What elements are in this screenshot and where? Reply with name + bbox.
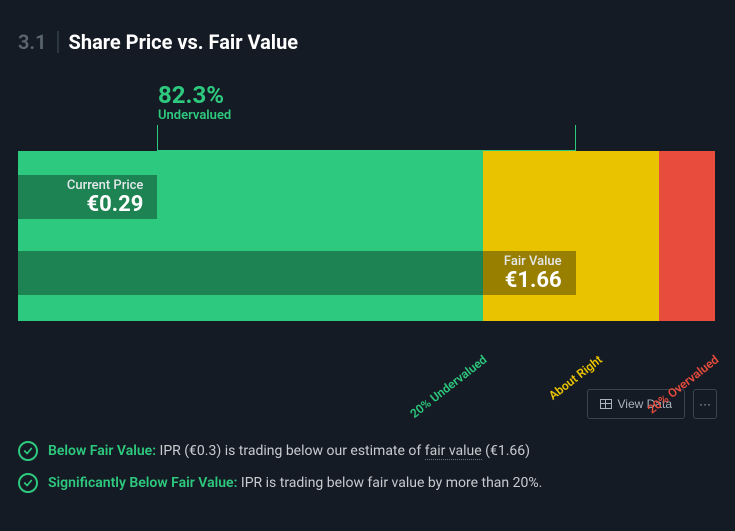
checks-list: Below Fair Value: IPR (€0.3) is trading … [18, 441, 717, 493]
section-container: 3.1 Share Price vs. Fair Value 82.3% Und… [0, 0, 735, 511]
segment-overvalued [659, 151, 715, 321]
section-title: Share Price vs. Fair Value [69, 30, 299, 54]
callout-bracket [18, 125, 717, 151]
axis-labels: 20% UndervaluedAbout Right20% Overvalued [18, 327, 717, 387]
more-button[interactable]: ··· [693, 389, 717, 419]
section-heading: 3.1 Share Price vs. Fair Value [18, 30, 717, 54]
check-title: Significantly Below Fair Value: [48, 475, 237, 491]
check-body: IPR (€0.3) is trading below our estimate… [160, 443, 531, 460]
bar-value: €0.29 [67, 193, 144, 217]
callout-label: Undervalued [158, 108, 717, 123]
check-text: Below Fair Value: IPR (€0.3) is trading … [48, 443, 530, 459]
heading-separator [57, 31, 59, 53]
ellipsis-icon: ··· [699, 397, 711, 411]
section-number: 3.1 [18, 30, 47, 54]
bar-label: Fair Value€1.66 [504, 254, 562, 293]
check-body: IPR is trading below fair value by more … [241, 475, 542, 491]
callout-percent: 82.3% [158, 82, 717, 108]
undervalued-callout: 82.3% Undervalued [158, 82, 717, 123]
check-title: Below Fair Value: [48, 443, 156, 459]
segment-about-right [483, 151, 659, 321]
bar-caption: Current Price [67, 178, 144, 193]
bracket-line [575, 125, 576, 151]
table-icon [600, 399, 612, 409]
bracket-line [157, 125, 158, 151]
fair-value-bar: Fair Value€1.66 [18, 251, 576, 295]
valuation-chart: Current Price€0.29 Fair Value€1.66 [18, 151, 715, 321]
check-item: Below Fair Value: IPR (€0.3) is trading … [18, 441, 717, 461]
check-item: Significantly Below Fair Value: IPR is t… [18, 473, 717, 493]
check-pass-icon [18, 441, 38, 461]
bar-value: €1.66 [504, 269, 562, 293]
chart-actions: View Data ··· [18, 389, 717, 419]
current-price-bar: Current Price€0.29 [18, 175, 157, 219]
bar-caption: Fair Value [504, 254, 562, 269]
bar-label: Current Price€0.29 [67, 178, 144, 217]
check-pass-icon [18, 473, 38, 493]
check-text: Significantly Below Fair Value: IPR is t… [48, 475, 542, 491]
tooltip-term[interactable]: fair value [425, 443, 482, 460]
